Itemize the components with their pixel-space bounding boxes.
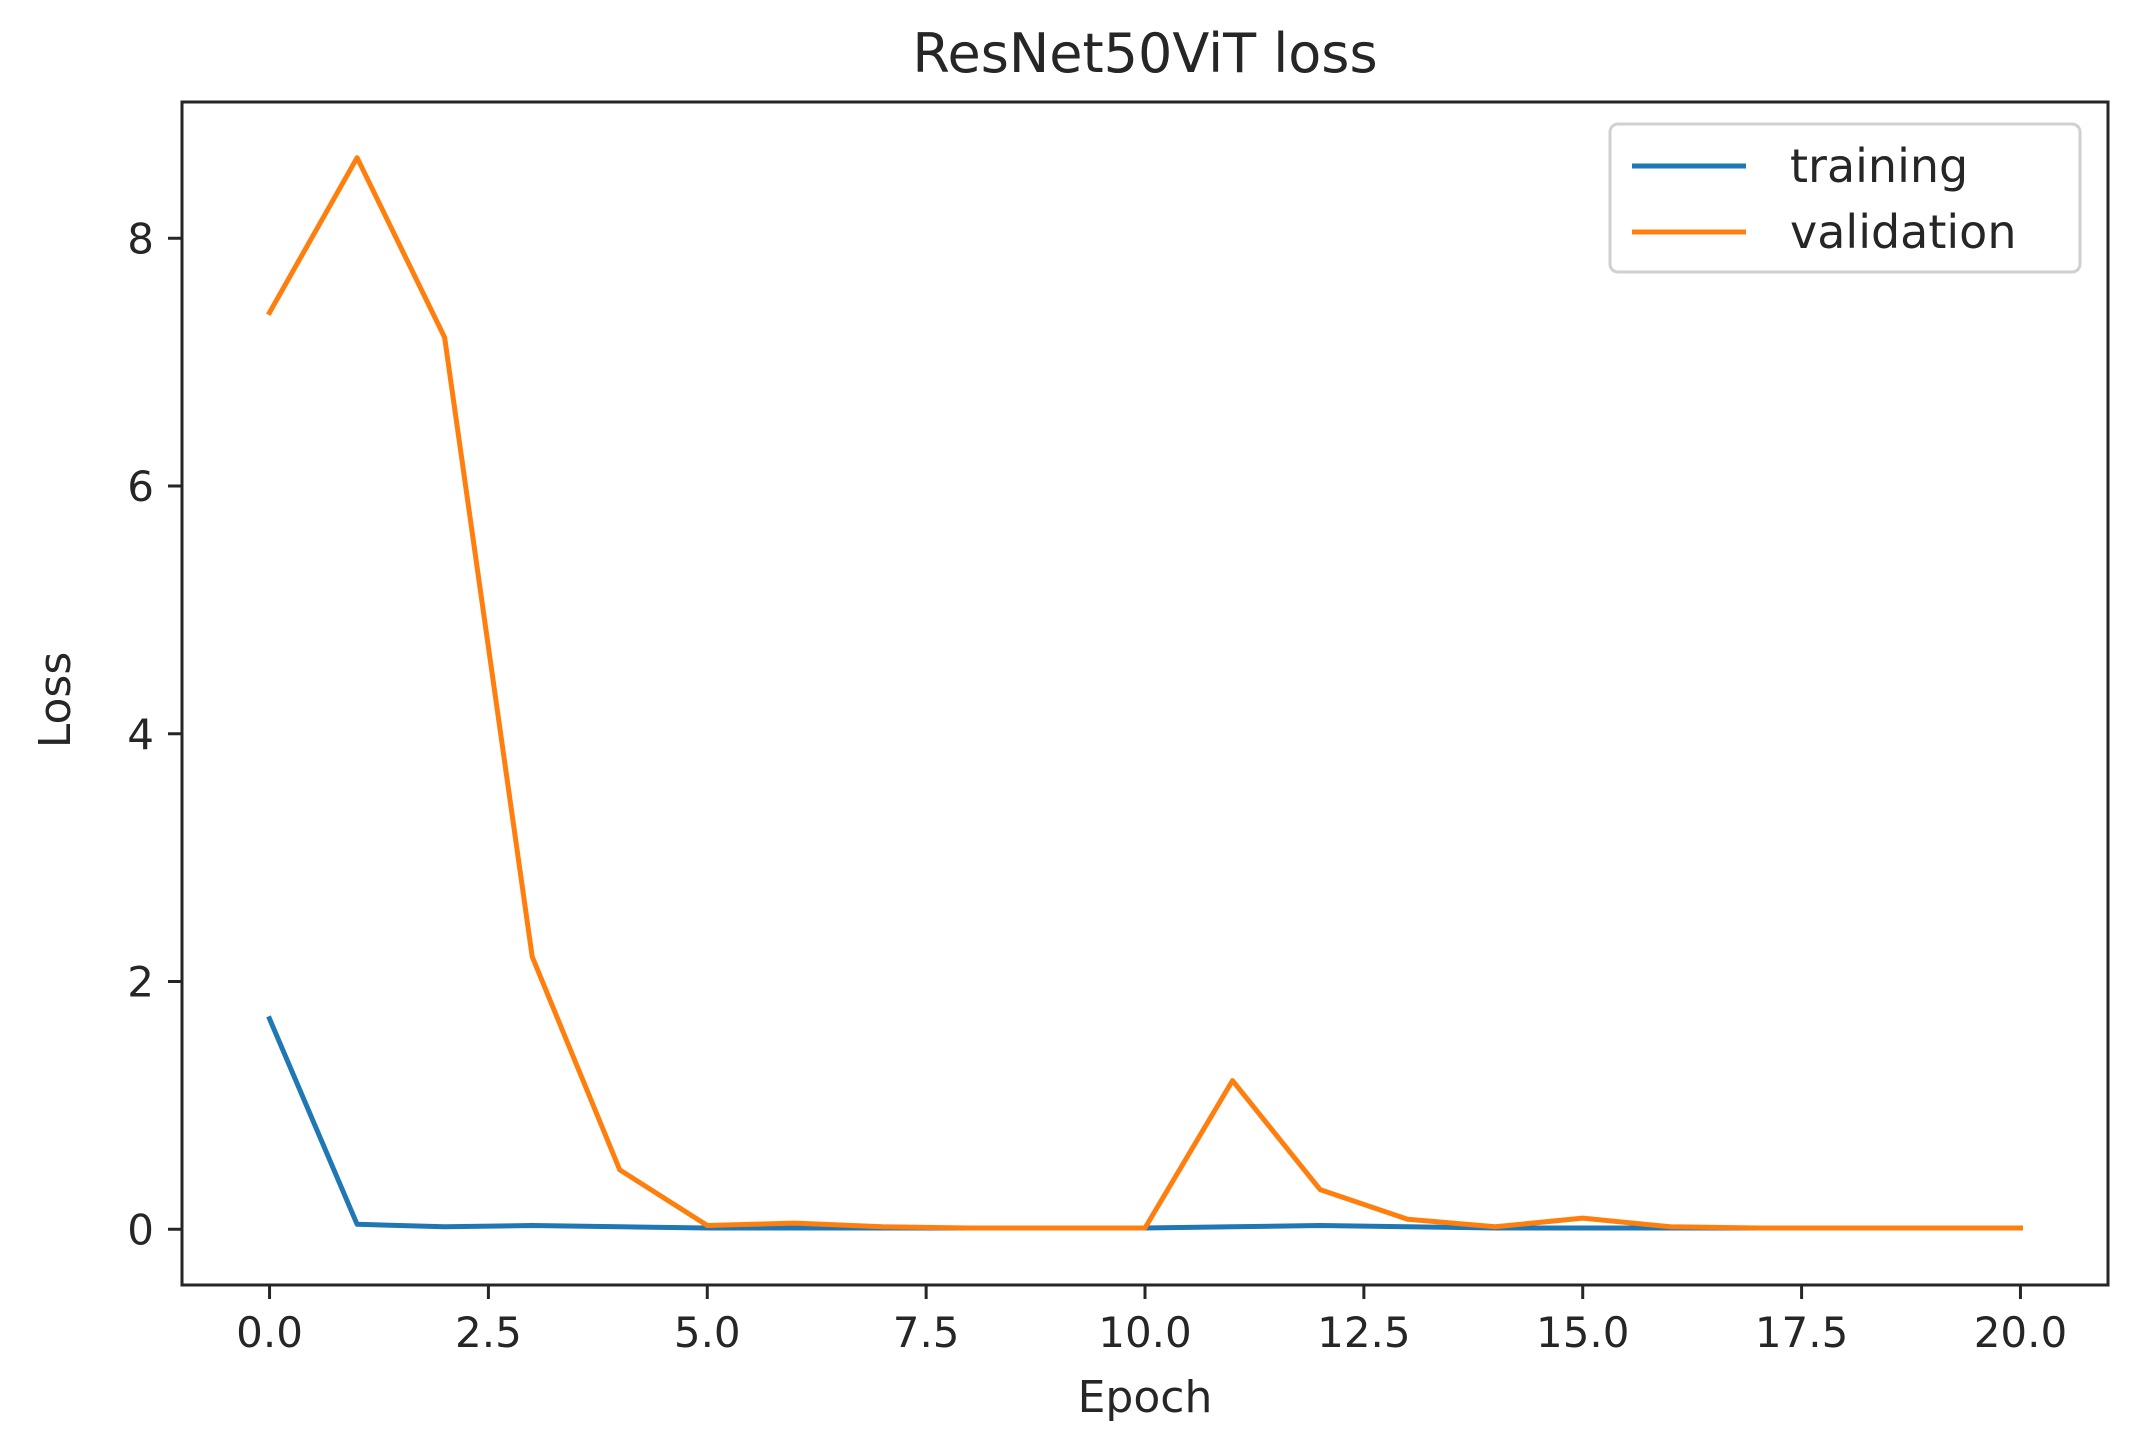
plot-background [182,102,2108,1285]
x-tick-label: 7.5 [893,1308,960,1357]
y-tick-label: 2 [127,958,154,1007]
legend-label-validation: validation [1790,205,2016,259]
x-axis-label: Epoch [1078,1372,1213,1423]
y-tick-label: 0 [127,1205,154,1254]
legend-box [1608,122,2082,274]
y-axis-label: Loss [30,652,81,749]
x-tick-label: 10.0 [1098,1308,1192,1357]
x-tick-label: 2.5 [455,1308,522,1357]
x-tick-label: 20.0 [1974,1308,2068,1357]
legend-label-training: training [1790,139,1968,193]
x-tick-label: 15.0 [1536,1308,1630,1357]
axes-layer: 0.0 2.5 5.0 7.5 10.0 12.5 15.0 17.5 20.0 0 2 4 6 8 [127,100,2110,1357]
y-tick-label: 6 [127,462,154,511]
series-layer [266,155,2023,1231]
chart-title: ResNet50ViT loss [912,22,1377,85]
legend: training validation [1608,122,2082,274]
x-tick-label: 17.5 [1755,1308,1849,1357]
x-tick-label: 5.0 [674,1308,741,1357]
y-tick-label: 8 [127,214,154,263]
series-line-validation [266,155,2023,1231]
plot-area [182,102,2108,1285]
y-tick-label: 4 [127,710,154,759]
x-tick-label: 12.5 [1317,1308,1411,1357]
x-tick-label: 0.0 [236,1308,303,1357]
